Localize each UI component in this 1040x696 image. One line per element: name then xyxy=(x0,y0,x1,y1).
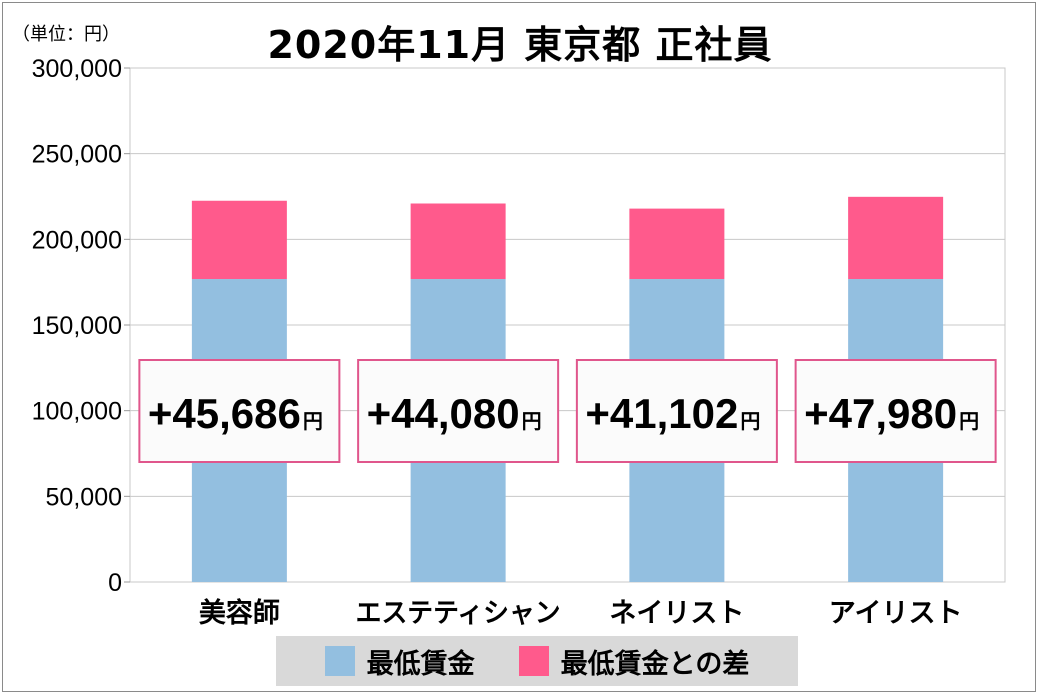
unit-label: （単位：円） xyxy=(12,24,120,45)
difference-value: +44,080 xyxy=(367,390,520,437)
legend-item-minimum-wage: 最低賃金 xyxy=(324,642,475,681)
difference-box xyxy=(138,359,341,463)
category-label: ネイリスト xyxy=(609,598,744,629)
y-tick-label: 150,000 xyxy=(32,312,122,340)
y-tick-label: 250,000 xyxy=(32,141,122,169)
y-tick-label: 0 xyxy=(108,569,122,597)
difference-label: +44,080 円 xyxy=(367,390,542,437)
legend: 最低賃金 最低賃金との差 xyxy=(276,636,798,686)
legend-item-difference: 最低賃金との差 xyxy=(518,642,750,681)
difference-value: +45,686 xyxy=(148,390,301,437)
difference-unit: 円 xyxy=(959,409,979,433)
legend-swatch-minimum-wage xyxy=(324,646,355,676)
legend-swatch-difference xyxy=(518,646,549,676)
difference-box xyxy=(357,359,560,463)
category-label: アイリスト xyxy=(829,598,963,629)
y-axis-ticks: 0 50,000 100,000 150,000 200,000 250,000 300,0… xyxy=(32,55,122,597)
y-tick-label: 50,000 xyxy=(46,483,122,511)
difference-value: +41,102 xyxy=(585,390,738,437)
difference-boxes: +45,686 円 +44,080 円 +41,102 円 +47,980 円 xyxy=(138,359,997,463)
x-axis-categories: 美容師 エステティシャン ネイリスト アイリスト xyxy=(199,597,963,629)
difference-unit: 円 xyxy=(303,409,323,433)
difference-label: +45,686 円 xyxy=(148,390,323,437)
difference-label: +47,980 円 xyxy=(804,390,979,437)
bar-difference xyxy=(629,208,725,280)
difference-label: +41,102 円 xyxy=(585,390,760,437)
bar-difference xyxy=(410,203,506,280)
chart-title: 2020年11月 東京都 正社員 xyxy=(267,23,773,67)
legend-label-minimum-wage: 最低賃金 xyxy=(366,648,475,680)
y-tick-label: 200,000 xyxy=(32,226,122,254)
category-label: エステティシャン xyxy=(356,598,561,629)
difference-box xyxy=(575,359,778,463)
bar-difference xyxy=(191,200,287,280)
difference-box xyxy=(794,359,997,463)
legend-label-difference: 最低賃金との差 xyxy=(560,648,750,680)
y-tick-label: 300,000 xyxy=(32,55,122,83)
difference-unit: 円 xyxy=(740,409,760,433)
difference-value: +47,980 xyxy=(804,390,957,437)
bar-difference xyxy=(848,196,944,280)
difference-unit: 円 xyxy=(522,409,542,433)
category-label: 美容師 xyxy=(199,597,280,629)
y-tick-label: 100,000 xyxy=(32,398,122,426)
